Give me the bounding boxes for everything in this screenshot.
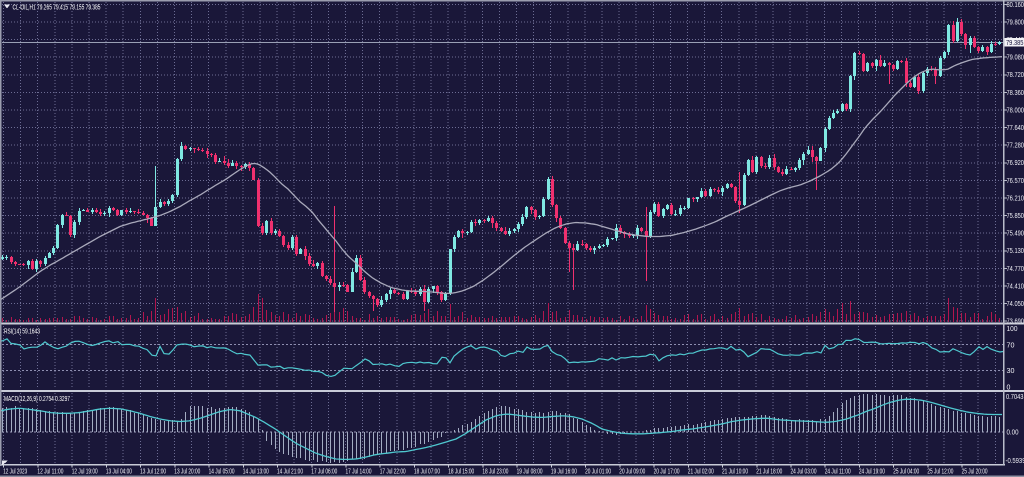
svg-text:24 Jul 19:00: 24 Jul 19:00 bbox=[859, 469, 885, 476]
svg-text:77.280: 77.280 bbox=[1007, 143, 1024, 150]
svg-text:75.850: 75.850 bbox=[1007, 213, 1024, 220]
svg-text:79.080: 79.080 bbox=[1007, 55, 1024, 62]
svg-text:30: 30 bbox=[1007, 368, 1015, 375]
svg-text:18 Jul 07:00: 18 Jul 07:00 bbox=[414, 469, 440, 476]
svg-text:25 Jul 12:00: 25 Jul 12:00 bbox=[927, 469, 953, 476]
svg-text:13 Jul 12:00: 13 Jul 12:00 bbox=[140, 469, 166, 476]
svg-text:74.050: 74.050 bbox=[1007, 301, 1024, 308]
svg-text:20 Jul 09:00: 20 Jul 09:00 bbox=[619, 469, 645, 476]
svg-text:25 Jul 20:00: 25 Jul 20:00 bbox=[962, 469, 988, 476]
svg-text:76.210: 76.210 bbox=[1007, 195, 1024, 202]
svg-text:17 Jul 06:00: 17 Jul 06:00 bbox=[311, 469, 337, 476]
svg-text:14 Jul 13:00: 14 Jul 13:00 bbox=[243, 469, 269, 476]
svg-text:100: 100 bbox=[1007, 326, 1018, 333]
svg-text:21 Jul 02:00: 21 Jul 02:00 bbox=[688, 469, 714, 476]
svg-text:74.410: 74.410 bbox=[1007, 283, 1024, 290]
svg-text:70: 70 bbox=[1007, 342, 1015, 349]
svg-text:73.690: 73.690 bbox=[1007, 319, 1024, 326]
svg-text:25 Jul 04:00: 25 Jul 04:00 bbox=[893, 469, 919, 476]
svg-text:24 Jul 11:00: 24 Jul 11:00 bbox=[825, 469, 851, 476]
svg-text:CL-OIL,H1 79.265 79.415 79.155: CL-OIL,H1 79.265 79.415 79.155 79.385 bbox=[13, 5, 101, 12]
svg-text:0.00: 0.00 bbox=[1007, 430, 1019, 437]
svg-text:18 Jul 23:00: 18 Jul 23:00 bbox=[482, 469, 508, 476]
svg-text:80.160: 80.160 bbox=[1007, 2, 1024, 9]
svg-text:78.720: 78.720 bbox=[1007, 72, 1024, 79]
svg-text:14 Jul 05:00: 14 Jul 05:00 bbox=[209, 469, 235, 476]
svg-text:0: 0 bbox=[1007, 385, 1011, 392]
svg-text:20 Jul 01:00: 20 Jul 01:00 bbox=[585, 469, 611, 476]
svg-text:76.570: 76.570 bbox=[1007, 178, 1024, 185]
svg-text:78.360: 78.360 bbox=[1007, 90, 1024, 97]
svg-text:21 Jul 10:00: 21 Jul 10:00 bbox=[722, 469, 748, 476]
svg-text:14 Jul 21:00: 14 Jul 21:00 bbox=[277, 469, 303, 476]
svg-text:76.920: 76.920 bbox=[1007, 160, 1024, 167]
svg-text:77.640: 77.640 bbox=[1007, 125, 1024, 132]
svg-text:MACD(12,26,9) 0.2754 0.3297: MACD(12,26,9) 0.2754 0.3297 bbox=[4, 396, 70, 403]
svg-text:12 Jul 19:00: 12 Jul 19:00 bbox=[72, 469, 98, 476]
svg-text:17 Jul 14:00: 17 Jul 14:00 bbox=[346, 469, 372, 476]
svg-text:RSI(14) 59.1643: RSI(14) 59.1643 bbox=[4, 329, 40, 336]
svg-text:12 Jul 2023: 12 Jul 2023 bbox=[3, 469, 27, 476]
svg-text:0.7043: 0.7043 bbox=[1006, 394, 1024, 401]
svg-text:74.770: 74.770 bbox=[1007, 266, 1024, 273]
svg-text:78.000: 78.000 bbox=[1007, 107, 1024, 114]
svg-text:19 Jul 16:00: 19 Jul 16:00 bbox=[551, 469, 577, 476]
svg-text:20 Jul 17:00: 20 Jul 17:00 bbox=[654, 469, 680, 476]
svg-text:17 Jul 22:00: 17 Jul 22:00 bbox=[380, 469, 406, 476]
svg-text:12 Jul 11:00: 12 Jul 11:00 bbox=[37, 469, 63, 476]
svg-text:75.130: 75.130 bbox=[1007, 248, 1024, 255]
svg-text:-0.5939: -0.5939 bbox=[1006, 458, 1024, 465]
svg-text:13 Jul 20:00: 13 Jul 20:00 bbox=[174, 469, 200, 476]
svg-text:79.800: 79.800 bbox=[1007, 19, 1024, 26]
svg-text:13 Jul 04:00: 13 Jul 04:00 bbox=[106, 469, 132, 476]
svg-text:18 Jul 15:00: 18 Jul 15:00 bbox=[448, 469, 474, 476]
svg-text:75.490: 75.490 bbox=[1007, 231, 1024, 238]
svg-text:21 Jul 18:00: 21 Jul 18:00 bbox=[756, 469, 782, 476]
svg-text:19 Jul 08:00: 19 Jul 08:00 bbox=[517, 469, 543, 476]
svg-text:24 Jul 03:00: 24 Jul 03:00 bbox=[791, 469, 817, 476]
svg-text:79.385: 79.385 bbox=[1006, 40, 1024, 47]
